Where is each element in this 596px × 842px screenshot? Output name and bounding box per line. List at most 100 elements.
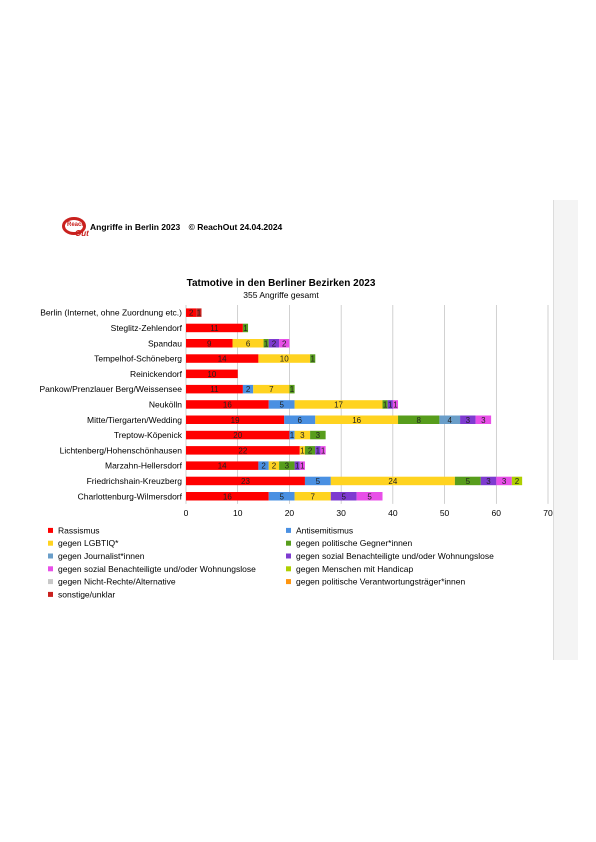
bar-segment (186, 400, 269, 409)
bar-value-label: 5 (316, 477, 321, 486)
bar-segment (186, 476, 305, 486)
bar-value-label: 1 (321, 446, 326, 455)
bar-value-label: 20 (233, 431, 242, 440)
legend-label: gegen Menschen mit Handicap (296, 564, 413, 574)
bar-segment (186, 492, 269, 501)
x-tick-label: 30 (336, 508, 346, 518)
bar-value-label: 11 (210, 385, 219, 394)
category-label: Tempelhof-Schöneberg (94, 354, 182, 364)
bar-segment (268, 339, 280, 348)
legend-label: Antisemitismus (296, 525, 353, 535)
bar-value-label: 4 (448, 416, 453, 425)
bar-value-label: 14 (218, 462, 227, 471)
bar-value-label: 7 (310, 492, 315, 501)
bar-value-label: 1 (388, 400, 393, 409)
bar-value-label: 7 (269, 385, 274, 394)
bar-value-label: 1 (295, 462, 300, 471)
bar-value-label: 3 (285, 462, 290, 471)
bar-segment (398, 415, 440, 424)
category-label: Steglitz-Zehlendorf (111, 323, 183, 333)
bar-segment (268, 461, 280, 470)
x-axis-ticks: 0 10 20 30 40 50 60 70 (184, 508, 553, 518)
bar-value-label: 1 (243, 324, 248, 333)
scrollbar[interactable] (553, 200, 578, 660)
category-label: Pankow/Prenzlauer Berg/Weissensee (39, 384, 182, 394)
x-tick-label: 40 (388, 508, 398, 518)
bar-value-label: 23 (241, 477, 250, 486)
bar-segment (475, 415, 492, 424)
bar-segment (242, 323, 249, 333)
x-tick-label: 10 (233, 508, 243, 518)
category-label: Treptow-Köpenick (114, 430, 183, 440)
x-tick-label: 70 (543, 508, 553, 518)
bar-value-label: 5 (279, 400, 284, 409)
bar-value-label: 6 (246, 339, 251, 348)
bar-segment (186, 430, 290, 440)
legend-label: gegen Nicht-Rechte/Alternative (58, 577, 176, 587)
legend-swatch (48, 527, 53, 533)
bar-value-label: 2 (272, 462, 277, 471)
legend-label: gegen LGBTIQ* (58, 538, 119, 548)
category-label: Berlin (Internet, ohne Zuordnung etc.) (40, 308, 182, 318)
chart-title: Tatmotive in den Berliner Bezirken 2023 (187, 278, 376, 289)
bar-value-label: 2 (308, 446, 313, 455)
bar-segment (294, 400, 383, 409)
bar-segment (392, 400, 399, 409)
legend-swatch (286, 540, 291, 546)
bar-segment (186, 461, 259, 470)
bar-value-label: 19 (231, 416, 240, 425)
bar-segment (330, 476, 455, 486)
bar-segment (196, 308, 202, 317)
bar-value-label: 16 (223, 400, 232, 409)
bar-value-label: 24 (388, 477, 397, 486)
category-label: Charlottenburg-Wilmersdorf (78, 491, 183, 501)
bar-value-label: 3 (300, 431, 305, 440)
legend-label: Rassismus (58, 525, 100, 535)
bar-segment (186, 323, 243, 333)
bar-value-label: 10 (280, 355, 289, 364)
bar-segment (289, 384, 295, 394)
legend-label: gegen sozial Benachteiligte und/oder Woh… (296, 551, 494, 561)
bar-value-label: 1 (310, 355, 315, 364)
category-label: Lichtenberg/Hohenschönhausen (60, 445, 183, 455)
bar-value-label: 1 (316, 446, 321, 455)
bar-value-label: 1 (393, 400, 398, 409)
bar-value-label: 5 (279, 492, 284, 501)
bar-segment (253, 384, 290, 394)
bar-segment (279, 461, 295, 470)
bar-value-label: 3 (502, 477, 507, 486)
bar-segment (511, 476, 523, 486)
bar-value-label: 2 (272, 339, 277, 348)
legend-swatch (48, 579, 53, 585)
bar-value-label: 1 (300, 462, 305, 471)
header-copyright: © ReachOut 24.04.2024 (188, 222, 283, 232)
x-tick-label: 50 (440, 508, 450, 518)
bar-segment (294, 492, 331, 501)
bar-value-label: 3 (481, 416, 486, 425)
category-label: Friedrichshain-Kreuzberg (87, 476, 183, 486)
bar-value-label: 3 (466, 416, 471, 425)
category-label: Mitte/Tiergarten/Wedding (87, 415, 182, 425)
bar-value-label: 11 (210, 324, 219, 333)
bar-segment (387, 400, 393, 409)
bar-segment (310, 354, 316, 363)
legend-swatch (286, 553, 291, 559)
bar-value-label: 16 (352, 416, 361, 425)
bar-value-label: 2 (261, 462, 266, 471)
bar-segment (382, 400, 388, 409)
bar-segment (263, 339, 269, 348)
bar-segment (310, 430, 326, 440)
reachout-logo: Reach Out (62, 217, 89, 238)
svg-text:Out: Out (75, 229, 89, 238)
bar-value-label: 1 (290, 385, 295, 394)
bar-segment (258, 354, 311, 363)
bar-segment (294, 430, 311, 440)
bar-value-label: 10 (207, 370, 216, 379)
bar-value-label: 17 (334, 400, 343, 409)
bar-value-label: 2 (246, 385, 251, 394)
legend-label: gegen Journalist*innen (58, 551, 145, 561)
bar-segment (186, 339, 233, 348)
bar-segment (480, 476, 497, 486)
bar-segment (299, 461, 305, 470)
